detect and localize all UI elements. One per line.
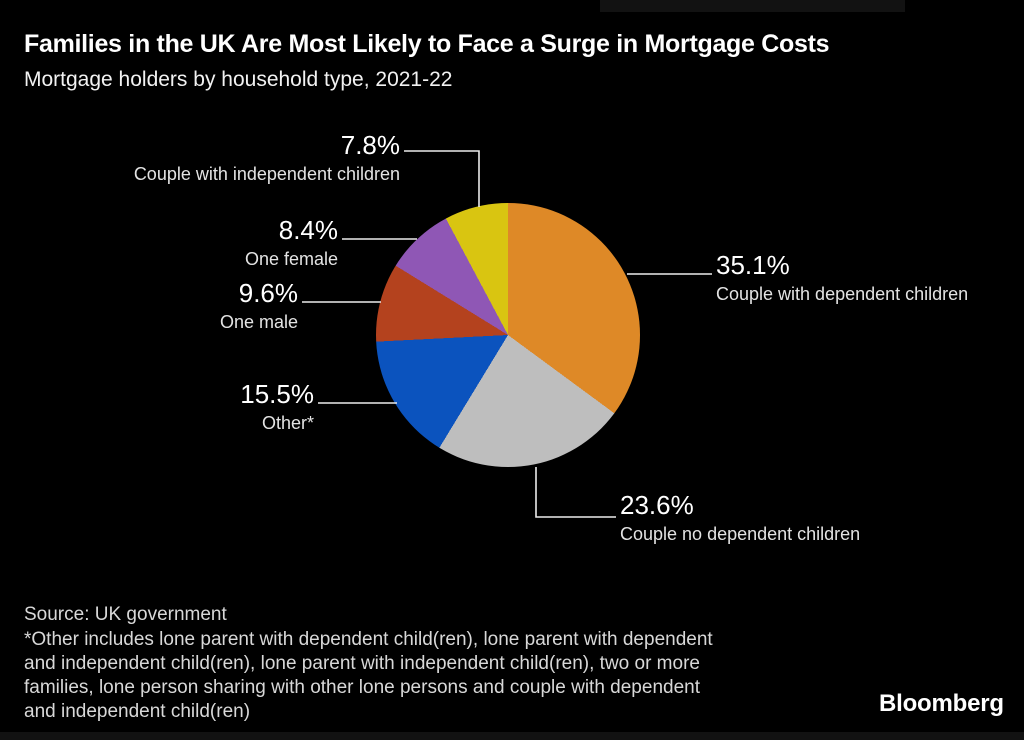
footnote-line: and independent child(ren), lone parent … (24, 653, 700, 674)
leader-line-gray (535, 467, 616, 518)
callout-label: Couple with dependent children (716, 284, 969, 304)
chart-subtitle: Mortgage holders by household type, 2021… (24, 68, 453, 91)
callout-label: One male (219, 312, 298, 332)
callout-one-male: 9.6% One male (98, 280, 298, 331)
leader-line-yellow (404, 150, 480, 207)
callout-value: 15.5% (240, 379, 314, 409)
bloomberg-logo: Bloomberg (879, 690, 1004, 717)
footnote-line: families, lone person sharing with other… (24, 677, 700, 698)
callout-value: 9.6% (238, 278, 298, 308)
top-edge-strip (600, 0, 905, 12)
chart-title: Families in the UK Are Most Likely to Fa… (24, 30, 830, 58)
callout-one-female: 8.4% One female (138, 217, 338, 268)
callout-other: 15.5% Other* (114, 381, 314, 432)
bottom-edge-strip (0, 732, 1024, 740)
callout-label: Other* (261, 413, 314, 433)
callout-value: 23.6% (620, 490, 694, 520)
source-note: Source: UK government (24, 604, 227, 625)
callout-couple-independent-children: 7.8% Couple with independent children (95, 132, 400, 183)
callout-value: 7.8% (340, 130, 400, 160)
callout-label: Couple no dependent children (620, 524, 861, 544)
callout-value: 35.1% (716, 250, 790, 280)
footnote-line: *Other includes lone parent with depende… (24, 629, 713, 650)
callout-label: One female (244, 249, 338, 269)
pie-chart (376, 203, 640, 467)
footnote-line: and independent child(ren) (24, 701, 251, 722)
footer: Source: UK government *Other includes lo… (24, 603, 854, 724)
callout-couple-dependent-children: 35.1% Couple with dependent children (716, 252, 1016, 303)
callout-couple-no-dependent-children: 23.6% Couple no dependent children (620, 492, 920, 543)
callout-value: 8.4% (278, 215, 338, 245)
callout-label: Couple with independent children (133, 164, 400, 184)
